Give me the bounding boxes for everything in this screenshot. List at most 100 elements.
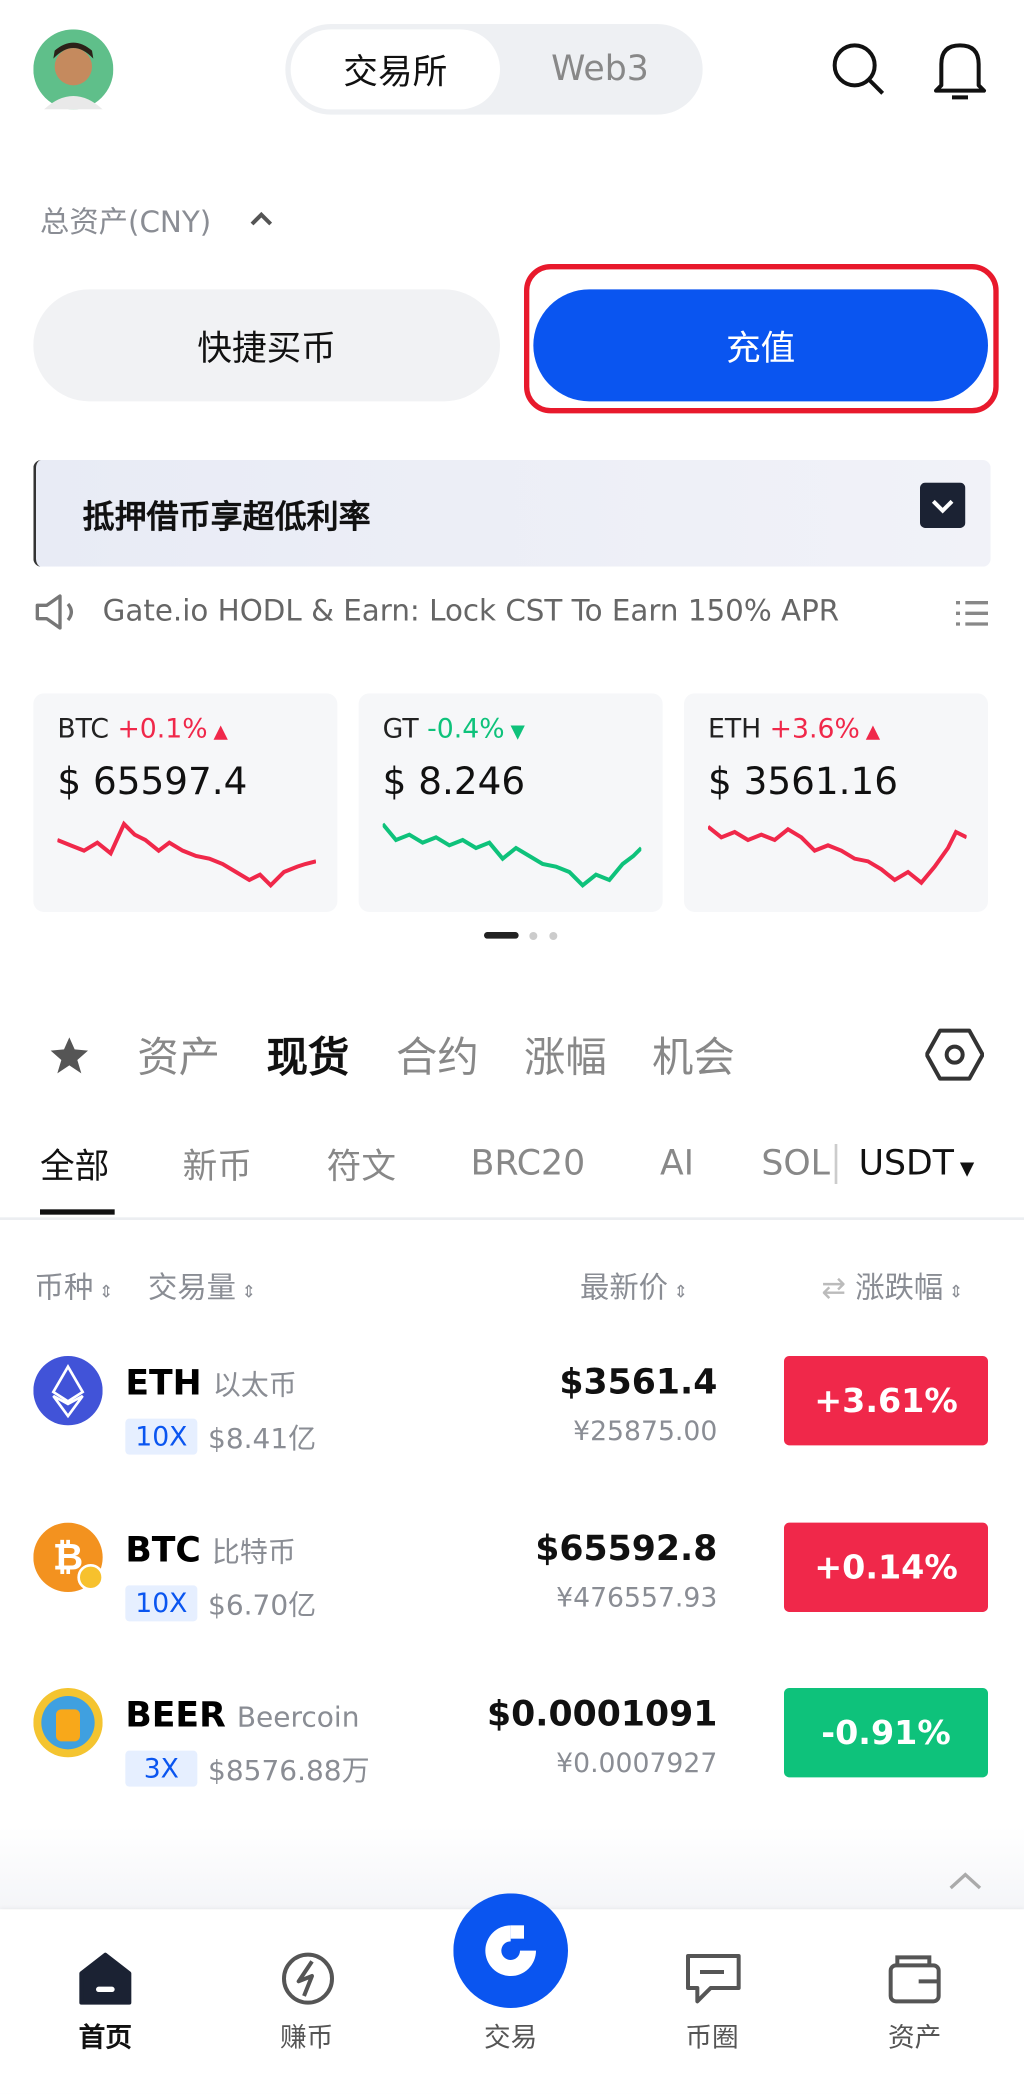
quote-text: USDT xyxy=(858,1143,954,1184)
main-tab[interactable]: 合约 xyxy=(395,1033,479,1082)
total-assets-label[interactable]: 总资产(CNY) xyxy=(39,206,212,240)
nav-label[interactable]: 币圈 xyxy=(685,2021,739,2054)
sub-tab[interactable]: 全部 xyxy=(39,1147,110,1188)
ticker-change: +0.1% xyxy=(117,711,208,744)
divider xyxy=(834,1143,838,1184)
page-dot-active xyxy=(483,931,519,939)
coin-title[interactable]: ETH 以太币 xyxy=(125,1364,296,1404)
deposit-label: 充值 xyxy=(725,328,796,369)
svg-text:₿: ₿ xyxy=(53,1534,83,1578)
banner-expand[interactable] xyxy=(919,482,966,528)
avatar[interactable] xyxy=(33,29,114,110)
ticker-change: +3.6% xyxy=(769,711,860,744)
nav-label[interactable]: 资产 xyxy=(887,2021,942,2054)
ticker-price: $ 3561.16 xyxy=(707,759,899,804)
main-tab[interactable]: 涨幅 xyxy=(523,1033,607,1082)
column-header[interactable]: 交易量 ⇕ xyxy=(147,1271,257,1306)
ticker-symbol: BTC +0.1% ▲ xyxy=(57,711,228,744)
settings-icon[interactable] xyxy=(925,1027,984,1083)
nav-assets-icon[interactable] xyxy=(887,1952,943,2005)
change-badge[interactable]: +0.14% xyxy=(783,1522,988,1612)
sub-tab[interactable]: 新币 xyxy=(182,1147,253,1188)
leverage-badge: 3X xyxy=(125,1750,198,1787)
ticker-symbol: GT -0.4% ▼ xyxy=(382,711,525,744)
nav-earn-icon[interactable] xyxy=(280,1951,336,2007)
change-text: -0.91% xyxy=(821,1713,951,1752)
main-tab[interactable]: 现货 xyxy=(266,1033,350,1082)
tab-web3[interactable]: Web3 xyxy=(551,49,649,90)
sub-tab[interactable]: 符文 xyxy=(326,1147,397,1188)
volume: $8.41亿 xyxy=(207,1422,317,1455)
deposit-button[interactable]: 充值 xyxy=(533,289,988,402)
column-label: 币种 xyxy=(34,1271,94,1306)
announcement[interactable]: Gate.io HODL & Earn: Lock CST To Earn 15… xyxy=(102,595,840,629)
leverage-badge: 10X xyxy=(125,1585,198,1622)
main-tab[interactable]: 机会 xyxy=(651,1033,735,1082)
cny-price: ¥25875.00 xyxy=(573,1414,718,1447)
coin-name: 以太币 xyxy=(212,1369,297,1402)
column-header[interactable]: 币种 ⇕ xyxy=(34,1271,114,1306)
column-label: 涨跌幅 xyxy=(855,1271,944,1306)
search-icon[interactable] xyxy=(829,40,888,99)
nav-label[interactable]: 首页 xyxy=(78,2021,132,2054)
coin-icon: ₿ xyxy=(33,1522,104,1592)
ticker-card[interactable] xyxy=(683,693,988,912)
favorites-icon[interactable] xyxy=(48,1035,91,1075)
quick-buy-label: 快捷买币 xyxy=(197,328,336,369)
change-badge[interactable]: +3.61% xyxy=(783,1355,988,1446)
separator xyxy=(0,1217,1024,1220)
scroll-top[interactable] xyxy=(947,1869,984,1893)
cny-price: ¥0.0007927 xyxy=(556,1746,718,1779)
nav-community-icon[interactable] xyxy=(684,1952,743,2005)
ticker-price: $ 65597.4 xyxy=(57,759,248,804)
toggle-active xyxy=(290,29,500,110)
ticker-price: $ 8.246 xyxy=(382,759,526,804)
banner[interactable] xyxy=(33,459,991,567)
ticker-symbol-text: BTC xyxy=(57,711,109,744)
ticker-symbol: ETH +3.6% ▲ xyxy=(707,711,881,744)
page-dot xyxy=(529,931,538,940)
coin-symbol: BTC xyxy=(125,1530,201,1571)
coin-icon xyxy=(33,1687,103,1758)
price: $3561.4 xyxy=(559,1362,718,1403)
sub-tab-underline xyxy=(39,1209,115,1215)
column-header[interactable]: 最新价 ⇕ xyxy=(579,1271,689,1306)
ticker-card[interactable] xyxy=(33,693,338,912)
column-label: 交易量 xyxy=(147,1271,237,1306)
coin-name: 比特币 xyxy=(211,1535,296,1568)
nav-home-icon[interactable] xyxy=(79,1952,132,2005)
nav-trade-icon[interactable] xyxy=(453,1893,568,2008)
sub-tab[interactable]: BRC20 xyxy=(470,1143,586,1184)
coin-title[interactable]: BTC 比特币 xyxy=(125,1531,296,1571)
price: $0.0001091 xyxy=(487,1694,718,1735)
quote-selector[interactable]: USDT ▼ xyxy=(858,1143,975,1184)
sparkline xyxy=(707,825,967,886)
tab-exchange[interactable]: 交易所 xyxy=(343,52,448,93)
price: $65592.8 xyxy=(535,1529,718,1570)
nav-label[interactable]: 赚币 xyxy=(279,2021,334,2054)
quick-buy-button[interactable]: 快捷买币 xyxy=(33,289,500,402)
coin-title[interactable]: BEER Beercoin xyxy=(125,1696,359,1736)
main-tab[interactable]: 资产 xyxy=(137,1033,220,1082)
sub-tab[interactable]: AI xyxy=(659,1143,694,1184)
coin-icon xyxy=(33,1355,103,1426)
sparkline xyxy=(382,822,642,889)
highlight-box xyxy=(523,263,999,414)
sub-tab[interactable]: SOL xyxy=(761,1143,830,1184)
change-text: +3.61% xyxy=(814,1381,958,1420)
nav-label[interactable]: 交易 xyxy=(483,2021,538,2054)
cny-price: ¥476557.93 xyxy=(556,1581,718,1614)
coin-symbol: ETH xyxy=(125,1363,202,1404)
bell-icon[interactable] xyxy=(931,37,990,101)
sparkline xyxy=(57,820,316,889)
ticker-change: -0.4% xyxy=(427,711,505,744)
change-badge[interactable]: -0.91% xyxy=(783,1687,988,1778)
caret-up xyxy=(250,211,273,226)
speaker-icon xyxy=(35,594,73,630)
page-dot xyxy=(549,931,558,940)
column-header[interactable]: ⇄ 涨跌幅 ⇕ xyxy=(821,1271,964,1306)
volume: $8576.88万 xyxy=(207,1754,370,1787)
list-icon[interactable] xyxy=(953,597,990,629)
